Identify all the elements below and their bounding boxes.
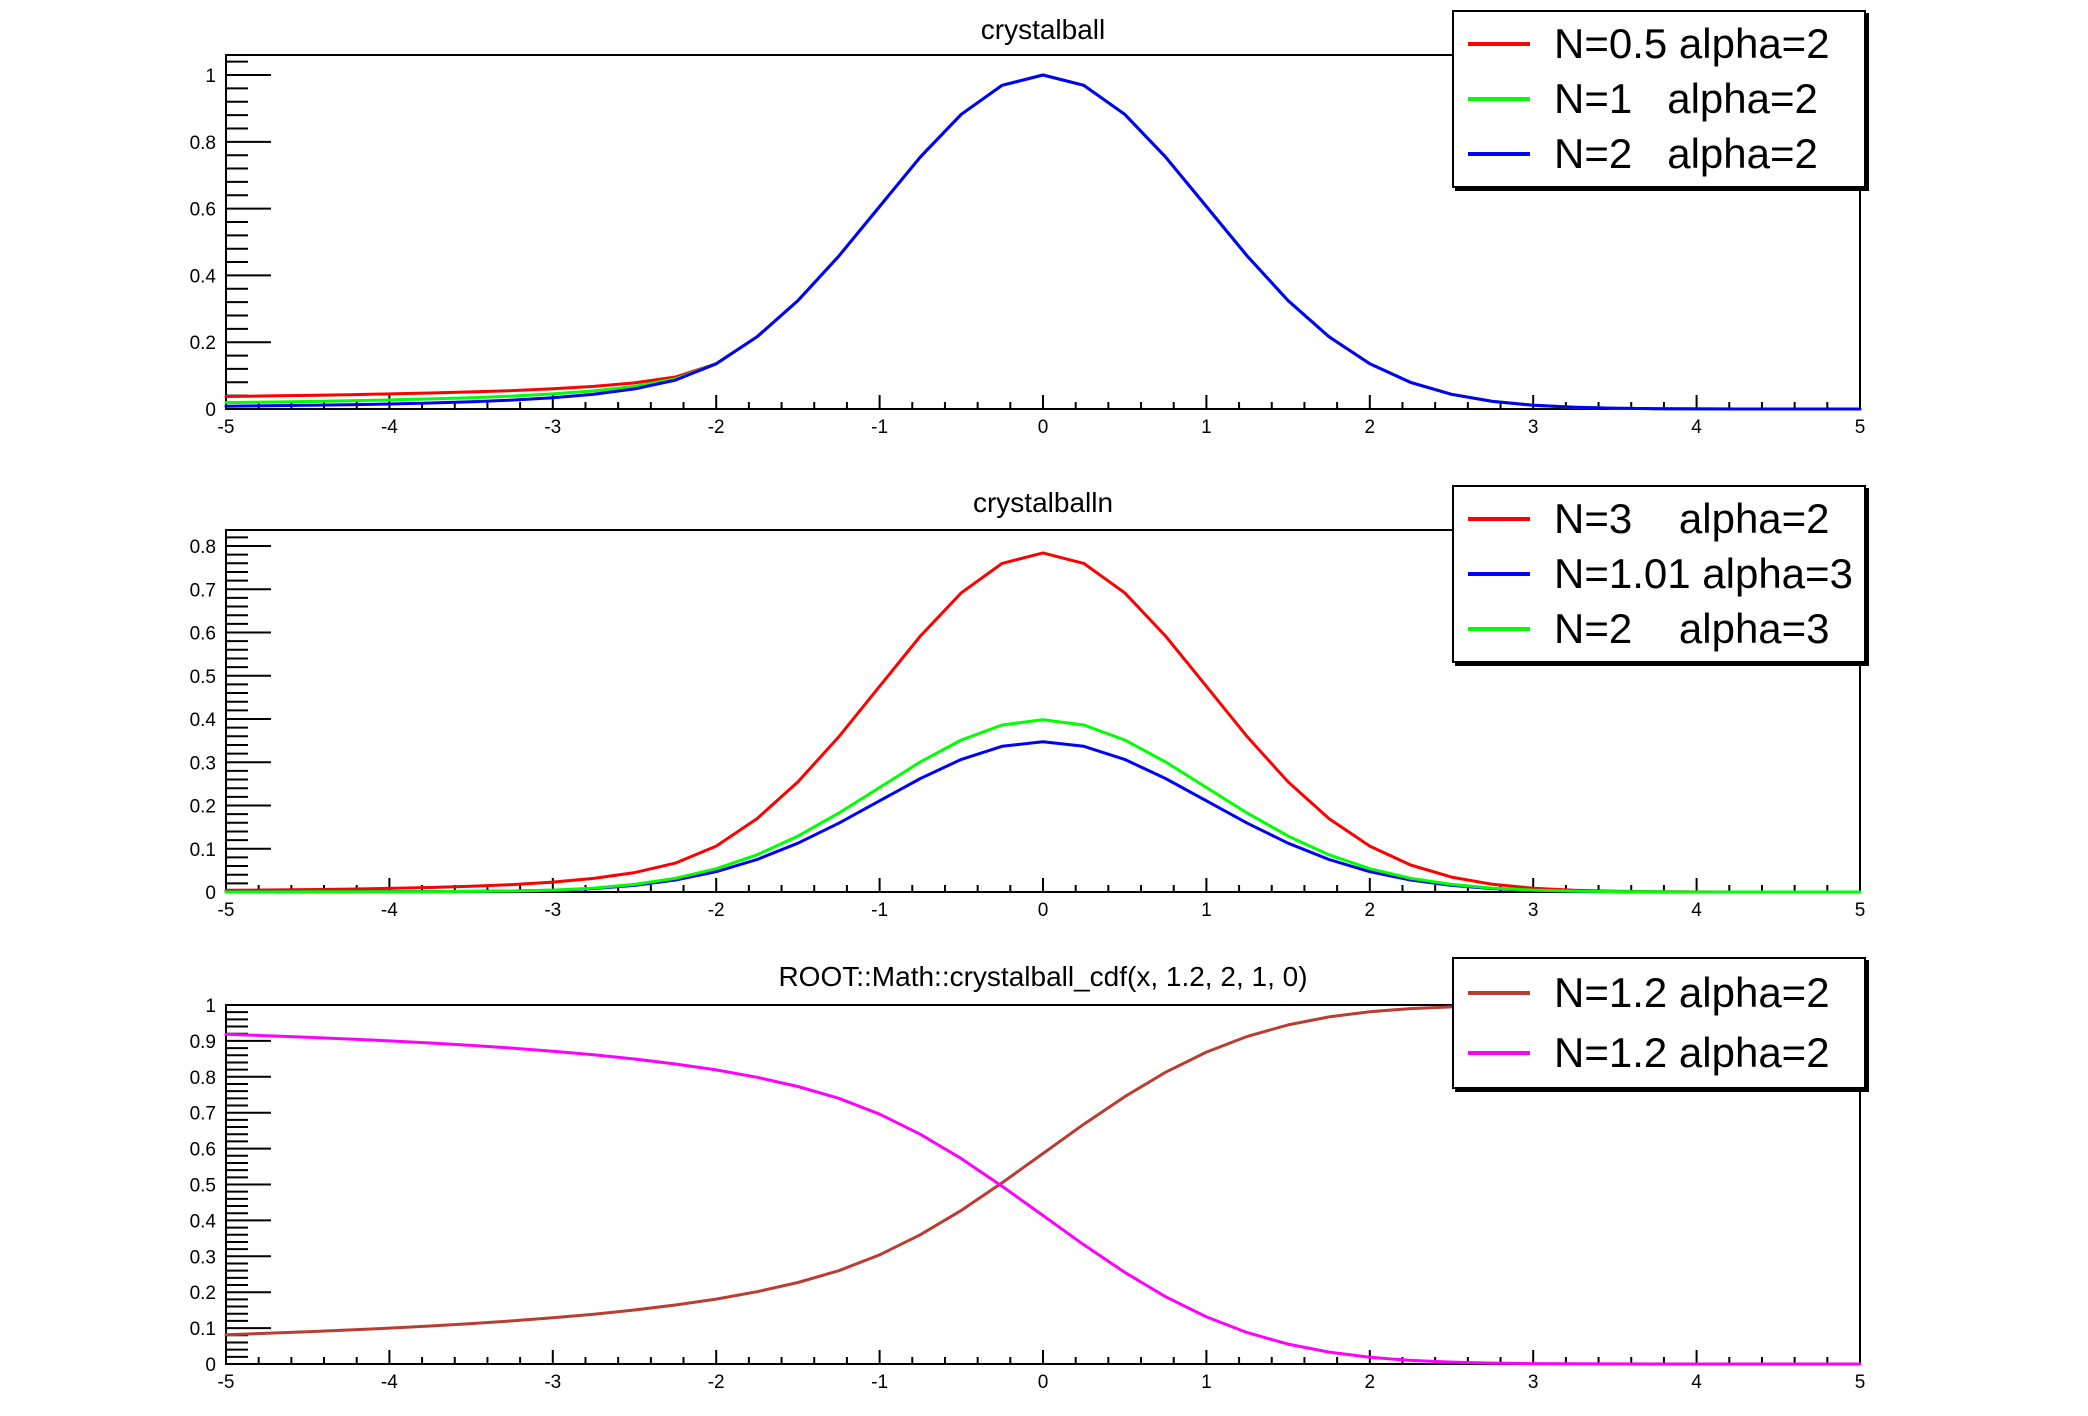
y-tick-label: 0.5 bbox=[190, 1176, 216, 1197]
y-tick-label: 0 bbox=[205, 883, 216, 904]
x-tick-label: 2 bbox=[1365, 1372, 1376, 1393]
x-tick-label: 2 bbox=[1365, 900, 1376, 921]
pad2-title: crystalballn bbox=[972, 487, 1114, 518]
series-curve bbox=[224, 740, 1862, 894]
plot-frame bbox=[225, 1004, 1861, 1365]
x-tick-label: -3 bbox=[544, 417, 561, 438]
y-tick-label: 0.9 bbox=[190, 1032, 216, 1053]
x-tick-label: -1 bbox=[871, 417, 888, 438]
x-tick-label: -1 bbox=[871, 1372, 888, 1393]
y-tick-label: 0.6 bbox=[190, 1140, 216, 1161]
y-tick-label: 0 bbox=[205, 1355, 216, 1376]
y-tick-label: 0.3 bbox=[190, 1247, 216, 1268]
x-tick-label: 0 bbox=[1038, 900, 1049, 921]
series-curve bbox=[224, 1003, 1862, 1337]
series-curve bbox=[224, 73, 1862, 411]
y-tick-label: 0.1 bbox=[190, 840, 216, 861]
x-tick-label: 1 bbox=[1201, 900, 1212, 921]
x-tick-label: -4 bbox=[381, 1372, 398, 1393]
x-tick-label: 0 bbox=[1038, 1372, 1049, 1393]
y-tick-label: 0.3 bbox=[190, 753, 216, 774]
x-tick-label: 4 bbox=[1691, 900, 1702, 921]
y-tick-label: 0.6 bbox=[190, 624, 216, 645]
y-tick-label: 0.2 bbox=[190, 1283, 216, 1304]
pad1-title: crystalball bbox=[980, 14, 1106, 45]
x-tick-label: -2 bbox=[708, 900, 725, 921]
y-tick-label: 0.4 bbox=[190, 266, 217, 287]
y-tick-label: 0.8 bbox=[190, 1068, 216, 1089]
x-tick-label: -2 bbox=[708, 1372, 725, 1393]
x-tick-label: -2 bbox=[708, 417, 725, 438]
x-tick-label: 0 bbox=[1038, 417, 1049, 438]
x-tick-label: 5 bbox=[1855, 417, 1866, 438]
y-tick-label: 0.6 bbox=[190, 200, 216, 221]
series-curve bbox=[224, 73, 1862, 411]
x-tick-label: 5 bbox=[1855, 1372, 1866, 1393]
series-curve bbox=[224, 551, 1862, 894]
x-tick-label: 1 bbox=[1201, 1372, 1212, 1393]
plot-frame bbox=[225, 529, 1861, 893]
x-tick-label: 5 bbox=[1855, 900, 1866, 921]
x-tick-label: 3 bbox=[1528, 1372, 1539, 1393]
pad3-title: ROOT::Math::crystalball_cdf(x, 1.2, 2, 1… bbox=[778, 961, 1308, 992]
y-tick-label: 0.4 bbox=[190, 710, 217, 731]
y-tick-label: 1 bbox=[205, 66, 216, 87]
x-tick-label: -1 bbox=[871, 900, 888, 921]
y-tick-label: 0.8 bbox=[190, 133, 216, 154]
x-tick-label: -3 bbox=[544, 900, 561, 921]
x-tick-label: -5 bbox=[218, 417, 235, 438]
x-tick-label: -3 bbox=[544, 1372, 561, 1393]
y-tick-label: 0.2 bbox=[190, 333, 216, 354]
series-curve bbox=[224, 73, 1862, 411]
x-tick-label: 3 bbox=[1528, 900, 1539, 921]
y-tick-label: 1 bbox=[205, 996, 216, 1017]
x-tick-label: -5 bbox=[218, 900, 235, 921]
x-tick-label: 2 bbox=[1365, 417, 1376, 438]
series-curve bbox=[224, 1032, 1862, 1366]
y-tick-label: 0.7 bbox=[190, 580, 216, 601]
x-tick-label: 4 bbox=[1691, 417, 1702, 438]
series-curve bbox=[224, 718, 1862, 894]
y-tick-label: 0 bbox=[205, 400, 216, 421]
x-tick-label: -4 bbox=[381, 900, 398, 921]
y-tick-label: 0.2 bbox=[190, 797, 216, 818]
x-tick-label: 4 bbox=[1691, 1372, 1702, 1393]
y-tick-label: 0.8 bbox=[190, 537, 216, 558]
x-tick-label: 1 bbox=[1201, 417, 1212, 438]
x-tick-label: -5 bbox=[218, 1372, 235, 1393]
y-tick-label: 0.7 bbox=[190, 1104, 216, 1125]
x-tick-label: 3 bbox=[1528, 417, 1539, 438]
x-tick-label: -4 bbox=[381, 417, 398, 438]
y-tick-label: 0.4 bbox=[190, 1211, 217, 1232]
y-tick-label: 0.5 bbox=[190, 667, 216, 688]
y-tick-label: 0.1 bbox=[190, 1319, 216, 1340]
plot-frame bbox=[225, 54, 1861, 410]
